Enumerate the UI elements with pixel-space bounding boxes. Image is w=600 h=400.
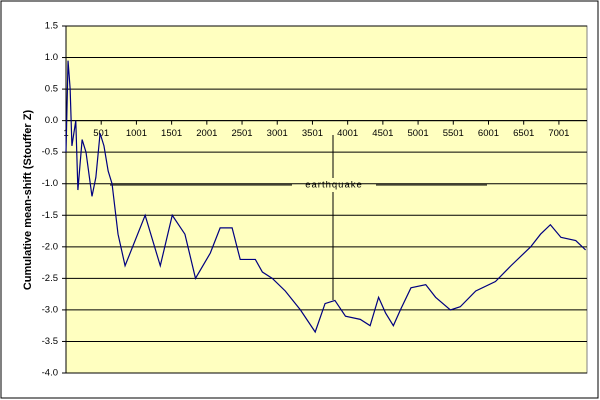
y-tick-label: -3.0 xyxy=(42,304,58,315)
x-tick-label: 7001 xyxy=(548,128,569,139)
x-tick-label: 3001 xyxy=(267,128,288,139)
x-tick-label: 501 xyxy=(93,128,109,139)
y-tick-label: -2.0 xyxy=(42,241,58,252)
x-tick-label: 1001 xyxy=(126,128,147,139)
plot-area xyxy=(65,25,588,374)
x-tick-label: 2001 xyxy=(196,128,217,139)
y-tick-label: -1.5 xyxy=(42,210,58,221)
data-line xyxy=(65,60,587,334)
x-tick-label: 5501 xyxy=(443,128,464,139)
annotation: earthquake xyxy=(305,180,363,191)
y-tick-label: -4.0 xyxy=(42,368,58,379)
y-axis-title: Cumulative mean-shift (Stouffer Z) xyxy=(22,110,34,291)
y-tick-label: 1.0 xyxy=(45,52,58,63)
x-tick-label: 6501 xyxy=(513,128,534,139)
y-tick-label: -1.0 xyxy=(42,178,58,189)
y-tick-label: 0.5 xyxy=(45,84,58,95)
x-tick-label: 2501 xyxy=(231,128,252,139)
y-tick-label: 1.5 xyxy=(45,21,58,32)
y-tick-label: 0.0 xyxy=(45,115,58,126)
x-tick-label: 4501 xyxy=(372,128,393,139)
x-tick-label: 1501 xyxy=(161,128,182,139)
y-tick-label: -2.5 xyxy=(42,273,58,284)
annotation-bg xyxy=(294,178,374,192)
x-tick-label: 5001 xyxy=(408,128,429,139)
x-tick-label: 4001 xyxy=(337,128,358,139)
y-tick-label: -0.5 xyxy=(42,147,58,158)
x-tick-label: 6001 xyxy=(478,128,499,139)
y-tick-label: -3.5 xyxy=(42,336,58,347)
x-tick-label: 3501 xyxy=(302,128,323,139)
